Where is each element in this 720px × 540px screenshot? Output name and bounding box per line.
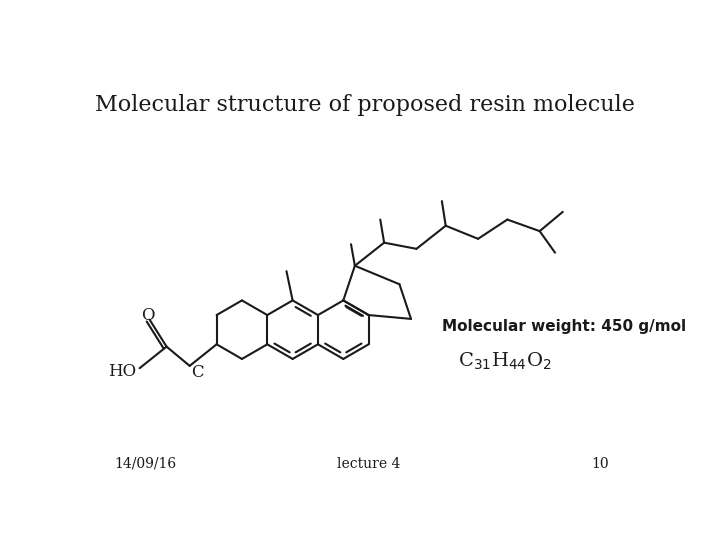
- Text: Molecular weight: 450 g/mol: Molecular weight: 450 g/mol: [442, 319, 686, 334]
- Text: C: C: [192, 363, 204, 381]
- Text: Molecular structure of proposed resin molecule: Molecular structure of proposed resin mo…: [95, 94, 635, 116]
- Text: 14/09/16: 14/09/16: [114, 457, 177, 471]
- Text: 10: 10: [591, 457, 609, 471]
- Text: O: O: [141, 307, 155, 323]
- Text: C$_{31}$H$_{44}$O$_{2}$: C$_{31}$H$_{44}$O$_{2}$: [457, 350, 551, 372]
- Text: HO: HO: [109, 363, 137, 380]
- Text: lecture 4: lecture 4: [337, 457, 401, 471]
